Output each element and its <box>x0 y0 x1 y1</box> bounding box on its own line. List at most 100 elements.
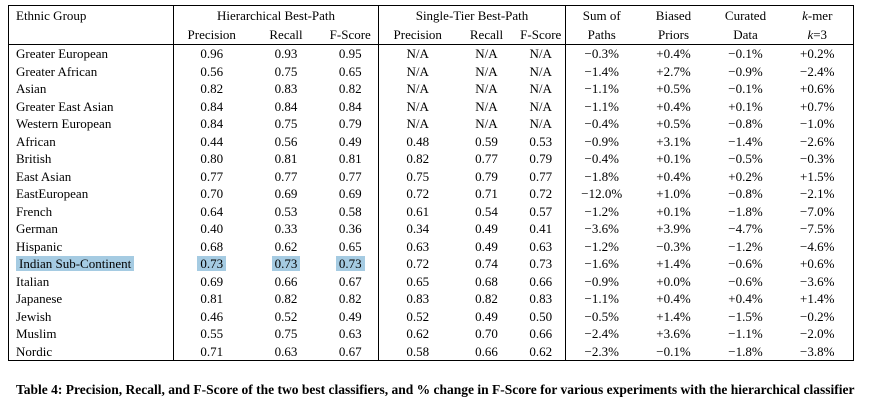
experiment-value-cell: −0.1% <box>728 46 763 61</box>
hier-value-cell: 0.84 <box>274 98 298 114</box>
experiment-value-cell: −0.4% <box>565 115 638 133</box>
experiment-value-cell: −2.3% <box>565 342 638 361</box>
hier-value-cell: 0.63 <box>338 326 362 341</box>
single-value-cell: 0.53 <box>529 133 553 149</box>
ethnic-group-cell: Nordic <box>16 343 53 359</box>
ethnic-group-cell: Jewish <box>16 308 52 324</box>
experiment-value-cell: −1.2% <box>565 237 638 255</box>
single-value-cell: 0.79 <box>475 168 498 184</box>
table-row: Nordic 0.71 0.63 0.67 0.58 0.66 0.62 −2.3% −0.1%… <box>9 342 854 361</box>
hier-value-cell: 0.82 <box>274 291 298 306</box>
single-value-cell: N/A <box>378 115 457 133</box>
paper-table-figure: Ethnic Group Hierarchical Best-Path Sing… <box>8 5 855 397</box>
ethnic-group-cell: Greater European <box>16 46 109 61</box>
experiment-value-cell: −0.1% <box>728 81 763 96</box>
column-header-curated-data: Curated Data <box>709 5 782 45</box>
experiment-value-cell: −0.6% <box>728 256 763 271</box>
column-header-precision: Precision <box>173 25 250 45</box>
table-row: Japanese 0.81 0.82 0.82 0.83 0.82 0.83 −1.1% +0.… <box>9 290 854 308</box>
experiment-value-cell: −3.6% <box>565 220 638 238</box>
single-value-cell: N/A <box>378 97 457 115</box>
column-header-precision: Precision <box>378 25 457 45</box>
single-value-cell: 0.66 <box>529 326 553 341</box>
single-value-cell: 0.72 <box>378 255 457 273</box>
experiment-value-cell: −4.7% <box>728 221 763 236</box>
single-value-cell: 0.41 <box>529 221 553 236</box>
experiment-value-cell: +3.1% <box>656 133 691 149</box>
experiment-value-cell: −0.5% <box>728 151 763 166</box>
experiment-value-cell: −1.8% <box>565 167 638 185</box>
hier-value-cell: 0.49 <box>338 133 362 149</box>
hier-value-cell: 0.33 <box>274 221 298 236</box>
table-row: East Asian 0.77 0.77 0.77 0.75 0.79 0.77 −1.8% +… <box>9 167 854 185</box>
column-header-kmer: k-mer k=3 <box>781 5 854 45</box>
experiment-value-cell: −0.1% <box>656 343 691 359</box>
single-value-cell: N/A <box>475 81 498 96</box>
single-value-cell: N/A <box>475 46 498 61</box>
experiment-value-cell: −1.2% <box>565 202 638 220</box>
single-value-cell: 0.66 <box>529 273 553 289</box>
hier-value-cell: 0.84 <box>173 97 250 115</box>
experiment-value-cell: −1.1% <box>565 97 638 115</box>
column-header-ethnic-group: Ethnic Group <box>8 5 174 45</box>
table-row: Greater East Asian 0.84 0.84 0.84 N/A N/A N/A −… <box>9 97 854 115</box>
hier-value-cell: 0.69 <box>274 186 298 201</box>
single-value-cell: 0.62 <box>529 343 553 359</box>
hier-value-cell: 0.53 <box>274 203 298 219</box>
experiment-value-cell: −1.0% <box>800 116 835 131</box>
ethnic-group-cell: EastEuropean <box>16 186 89 201</box>
experiment-value-cell: −0.4% <box>565 150 638 168</box>
hier-value-cell: 0.62 <box>274 238 298 254</box>
single-value-cell: 0.72 <box>529 186 553 201</box>
single-value-cell: 0.49 <box>475 238 498 254</box>
experiment-value-cell: −1.6% <box>565 255 638 273</box>
ethnic-group-cell: Hispanic <box>16 238 63 254</box>
hier-value-cell: 0.69 <box>338 186 362 201</box>
experiment-value-cell: −0.3% <box>800 151 835 166</box>
hier-value-cell: 0.66 <box>274 273 298 289</box>
table-row: British 0.80 0.81 0.81 0.82 0.77 0.79 −0.4% +0.1… <box>9 150 854 168</box>
experiment-value-cell: +0.0% <box>656 273 691 289</box>
single-value-cell: N/A <box>529 81 552 96</box>
table-row: Indian Sub-Continent 0.73 0.73 0.73 0.72 0.74… <box>9 255 854 273</box>
single-value-cell: N/A <box>475 98 498 114</box>
single-value-cell: 0.82 <box>475 291 498 306</box>
hier-value-cell: 0.71 <box>173 342 250 361</box>
single-value-cell: 0.63 <box>378 237 457 255</box>
experiment-value-cell: −4.6% <box>800 238 835 254</box>
ethnic-group-cell: East Asian <box>16 168 72 184</box>
column-group-single-tier: Single-Tier Best-Path <box>378 5 566 25</box>
single-value-cell: 0.62 <box>378 325 457 343</box>
caption-label: Table 4: <box>16 382 63 397</box>
single-value-cell: 0.50 <box>529 308 553 324</box>
hier-value-cell: 0.96 <box>173 44 250 63</box>
experiment-value-cell: −2.4% <box>800 63 835 79</box>
hier-value-cell: 0.81 <box>173 290 250 308</box>
hier-value-cell: 0.75 <box>274 63 298 79</box>
results-table: Ethnic Group Hierarchical Best-Path Sing… <box>8 5 854 361</box>
single-value-cell: 0.74 <box>475 256 498 271</box>
hier-value-cell: 0.77 <box>274 168 298 184</box>
experiment-value-cell: −0.3% <box>656 238 691 254</box>
hier-value-cell: 0.73 <box>250 255 323 273</box>
caption-text: Precision, Recall, and F-Score of the tw… <box>65 382 855 397</box>
experiment-value-cell: −0.3% <box>565 44 638 63</box>
hier-value-cell: 0.65 <box>338 63 362 79</box>
hier-value-cell: 0.56 <box>173 62 250 80</box>
column-header-recall: Recall <box>456 25 517 45</box>
column-header-recall: Recall <box>249 25 323 45</box>
single-value-cell: 0.77 <box>475 151 498 166</box>
hier-value-cell: 0.93 <box>274 46 298 61</box>
hier-value-cell: 0.69 <box>173 272 250 290</box>
experiment-value-cell: +0.6% <box>800 81 835 96</box>
table-row: German 0.40 0.33 0.36 0.34 0.49 0.41 −3.6% +3.9%… <box>9 220 854 238</box>
hier-value-cell: 0.75 <box>274 326 298 341</box>
ethnic-group-cell: British <box>16 151 52 166</box>
table-row: Greater European 0.96 0.93 0.95 N/A N/A N/A −0.… <box>9 44 854 63</box>
single-value-cell: 0.57 <box>529 203 553 219</box>
experiment-value-cell: −0.9% <box>565 132 638 150</box>
experiment-value-cell: −2.0% <box>800 326 835 341</box>
hier-value-cell: 0.56 <box>274 133 298 149</box>
hier-value-cell: 0.68 <box>173 237 250 255</box>
column-header-sum-of-paths: Sum of Paths <box>565 5 638 45</box>
